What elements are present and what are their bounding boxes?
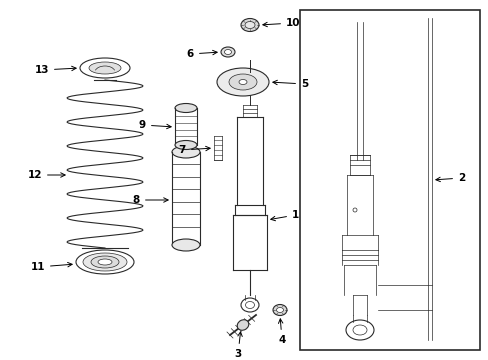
Text: 4: 4 (278, 319, 285, 345)
Ellipse shape (239, 80, 246, 85)
Text: 7: 7 (178, 145, 210, 155)
Ellipse shape (98, 259, 112, 265)
Ellipse shape (83, 253, 127, 271)
Text: 12: 12 (27, 170, 65, 180)
Ellipse shape (175, 140, 197, 149)
Ellipse shape (276, 307, 283, 312)
Text: 5: 5 (272, 79, 307, 89)
Ellipse shape (245, 302, 254, 309)
Text: 9: 9 (139, 120, 171, 130)
Ellipse shape (175, 104, 197, 112)
Ellipse shape (172, 146, 200, 158)
Ellipse shape (91, 256, 119, 268)
Ellipse shape (346, 320, 373, 340)
Ellipse shape (89, 62, 121, 74)
Ellipse shape (172, 239, 200, 251)
Text: 3: 3 (234, 332, 242, 359)
Text: 10: 10 (263, 18, 300, 28)
Ellipse shape (241, 18, 259, 31)
Ellipse shape (272, 305, 286, 315)
Ellipse shape (352, 208, 356, 212)
Text: 6: 6 (186, 49, 217, 59)
Ellipse shape (244, 22, 254, 28)
Ellipse shape (237, 320, 248, 330)
Text: 11: 11 (30, 262, 72, 272)
Text: 2: 2 (435, 173, 464, 183)
Ellipse shape (221, 47, 235, 57)
Ellipse shape (76, 250, 134, 274)
Ellipse shape (241, 298, 259, 312)
Ellipse shape (224, 49, 231, 54)
Ellipse shape (228, 74, 257, 90)
Bar (299, 10, 479, 350)
Text: 1: 1 (270, 210, 299, 221)
Text: 13: 13 (35, 65, 76, 75)
Ellipse shape (352, 325, 366, 335)
Ellipse shape (217, 68, 268, 96)
Text: 8: 8 (132, 195, 168, 205)
Ellipse shape (80, 58, 130, 78)
